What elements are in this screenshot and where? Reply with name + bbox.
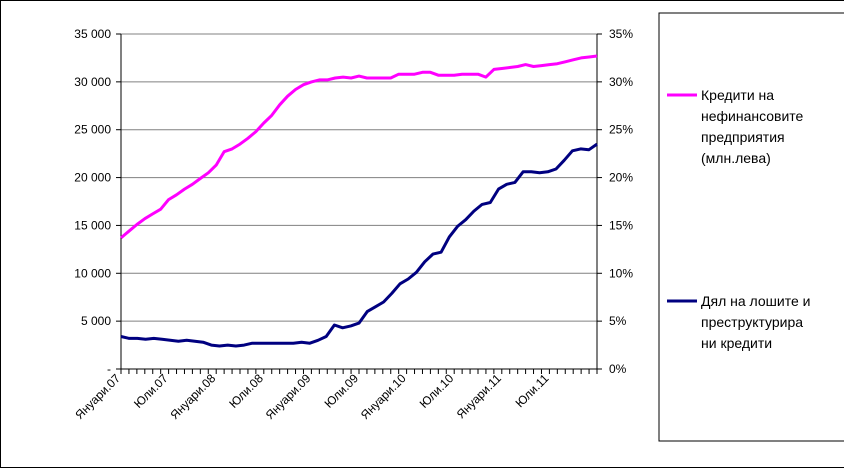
legend-label-2: преструктурира [701, 314, 803, 330]
x-tick-label: Януари.11 [454, 371, 504, 421]
x-tick-label: Юли.11 [513, 371, 552, 410]
x-tick-label: Юли.10 [417, 371, 457, 411]
y-left-tick-label: - [107, 362, 111, 376]
legend-label-2: Дял на лошите и [701, 293, 810, 309]
x-tick-label: Януари.08 [167, 371, 218, 422]
series-lines [120, 54, 598, 348]
legend-label-1: нефинансовите [701, 108, 804, 124]
y-right-tick-label: 35% [609, 27, 633, 41]
y-left-tick-label: 35 000 [74, 27, 111, 41]
y-right-tick-label: 0% [609, 362, 627, 376]
y-right-tick-label: 30% [609, 75, 633, 89]
y-right-tick-label: 10% [609, 266, 633, 280]
series-line-1 [120, 54, 598, 240]
y-left-tick-label: 5 000 [81, 314, 111, 328]
y-right-tick-label: 5% [609, 314, 627, 328]
legend-label-1: (млн.лева) [701, 150, 771, 166]
y-left-tick-label: 20 000 [74, 171, 111, 185]
x-tick-label: Януари.07 [72, 371, 123, 422]
y-left-ticks: - 5 000 10 000 15 000 20 000 25 000 30 000 35 0… [74, 27, 121, 376]
legend-label-1: предприятия [701, 129, 785, 145]
y-right-tick-label: 20% [609, 171, 633, 185]
y-left-tick-label: 30 000 [74, 75, 111, 89]
x-tick-label: Януари.10 [358, 371, 409, 422]
legend-box [658, 12, 844, 442]
plot-area-border [120, 33, 598, 370]
y-left-tick-label: 15 000 [74, 218, 111, 232]
y-right-ticks: 0% 5% 10% 15% 20% 25% 30% 35% [597, 27, 633, 376]
x-tick-label: Юли.08 [226, 371, 266, 411]
legend: Кредити на нефинансовите предприятия (млн.л… [667, 87, 810, 351]
series-line-2 [120, 142, 598, 348]
y-left-tick-label: 10 000 [74, 266, 111, 280]
x-tick-label: Юли.09 [322, 371, 362, 411]
legend-label-1: Кредити на [701, 87, 774, 103]
y-right-tick-label: 15% [609, 218, 633, 232]
x-tick-label: Юли.07 [131, 371, 171, 411]
y-right-tick-label: 25% [609, 123, 633, 137]
x-tick-label: Януари.09 [263, 371, 314, 422]
legend-label-2: ни кредити [701, 335, 772, 351]
y-left-tick-label: 25 000 [74, 123, 111, 137]
